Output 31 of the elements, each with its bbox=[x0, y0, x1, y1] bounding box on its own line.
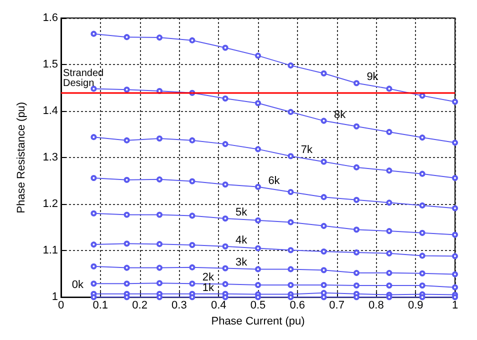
x-tick-label: 1 bbox=[452, 300, 458, 312]
x-tick-label: 0.9 bbox=[408, 300, 424, 312]
y-tick-label: 1.2 bbox=[42, 198, 58, 210]
annotation: 1k bbox=[202, 282, 215, 294]
x-tick-label: 0.6 bbox=[290, 300, 306, 312]
annotation: 7k bbox=[300, 144, 314, 156]
y-tick-label: 1 bbox=[52, 291, 58, 304]
annotation: 6k bbox=[268, 174, 280, 187]
x-tick-label: 0.5 bbox=[250, 300, 266, 312]
x-tick-label: 0.7 bbox=[329, 300, 344, 312]
ref-line-label: Stranded Design bbox=[63, 68, 106, 89]
x-tick-label: 0 bbox=[58, 300, 64, 312]
annotation: 3k bbox=[235, 256, 248, 268]
annotation: 8k bbox=[334, 108, 346, 121]
y-tick-label: 1.1 bbox=[42, 244, 58, 257]
y-tick-label: 1.4 bbox=[42, 105, 58, 118]
x-tick-label: 0.8 bbox=[368, 300, 384, 312]
x-tick-label: 0.4 bbox=[210, 300, 226, 312]
annotation: 0k bbox=[72, 279, 84, 292]
x-tick-label: 0.2 bbox=[132, 300, 148, 312]
annotation: 5k bbox=[235, 206, 248, 218]
x-tick-label: 0.3 bbox=[172, 300, 187, 312]
x-tick-label: 0.1 bbox=[92, 300, 108, 312]
annotation: 2k bbox=[202, 272, 215, 284]
annotation: 9k bbox=[366, 71, 379, 84]
y-tick-label: 1.5 bbox=[42, 58, 58, 71]
annotation: 4k bbox=[235, 234, 248, 246]
y-tick-label: 1.3 bbox=[42, 152, 58, 164]
y-axis-title: Phase Resistance (pu) bbox=[16, 102, 28, 214]
x-axis-title: Phase Current (pu) bbox=[211, 316, 305, 328]
y-tick-label: 1.6 bbox=[42, 12, 58, 24]
